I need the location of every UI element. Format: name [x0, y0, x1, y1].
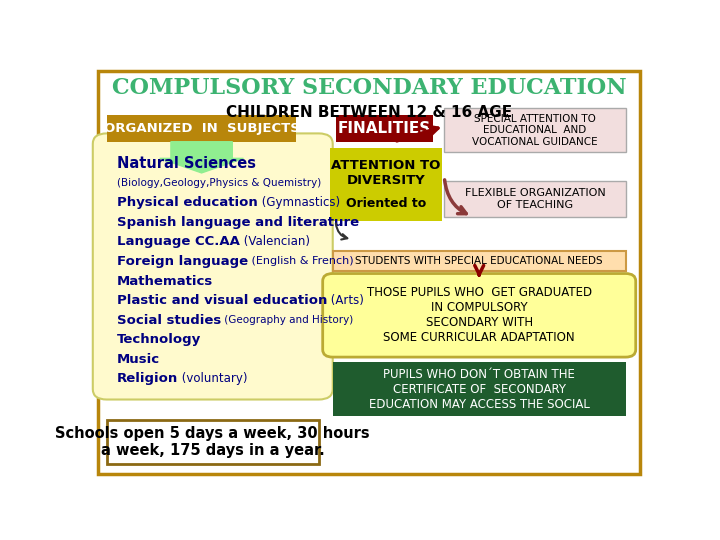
FancyBboxPatch shape [93, 133, 333, 400]
Text: Physical education: Physical education [117, 197, 258, 210]
Text: (English & French): (English & French) [248, 256, 354, 266]
Text: SPECIAL ATTENTION TO
EDUCATIONAL  AND
VOCATIONAL GUIDANCE: SPECIAL ATTENTION TO EDUCATIONAL AND VOC… [472, 114, 598, 147]
Text: Spanish language and literature: Spanish language and literature [117, 216, 359, 229]
Text: (Gymnastics): (Gymnastics) [258, 197, 340, 210]
Text: CHILDREN BETWEEN 12 & 16 AGE: CHILDREN BETWEEN 12 & 16 AGE [226, 105, 512, 120]
Text: Schools open 5 days a week, 30 hours
a week, 175 days in a year.: Schools open 5 days a week, 30 hours a w… [55, 426, 370, 458]
Text: STUDENTS WITH SPECIAL EDUCATIONAL NEEDS: STUDENTS WITH SPECIAL EDUCATIONAL NEEDS [356, 255, 603, 266]
FancyBboxPatch shape [444, 109, 626, 152]
FancyBboxPatch shape [107, 114, 297, 141]
Text: (Biology,Geology,Physics & Quemistry): (Biology,Geology,Physics & Quemistry) [117, 178, 321, 188]
Text: Social studies: Social studies [117, 314, 221, 327]
Text: Mathematics: Mathematics [117, 274, 213, 287]
FancyBboxPatch shape [323, 274, 636, 357]
Text: COMPULSORY SECONDARY EDUCATION: COMPULSORY SECONDARY EDUCATION [112, 77, 626, 99]
Text: Religion: Religion [117, 372, 178, 385]
Text: FINALITIES: FINALITIES [338, 121, 431, 136]
Text: Music: Music [117, 353, 160, 366]
Text: Oriented to: Oriented to [346, 198, 426, 211]
FancyBboxPatch shape [330, 148, 441, 221]
FancyBboxPatch shape [444, 181, 626, 217]
Text: FLEXIBLE ORGANIZATION
OF TEACHING: FLEXIBLE ORGANIZATION OF TEACHING [464, 188, 606, 210]
Text: (voluntary): (voluntary) [178, 372, 248, 385]
Text: PUPILS WHO DON´T OBTAIN THE
CERTIFICATE OF  SECONDARY
EDUCATION MAY ACCESS THE S: PUPILS WHO DON´T OBTAIN THE CERTIFICATE … [369, 368, 590, 410]
FancyBboxPatch shape [107, 420, 319, 464]
Text: Language CC.AA: Language CC.AA [117, 235, 240, 248]
Polygon shape [160, 141, 243, 173]
Text: ATTENTION TO
DIVERSITY: ATTENTION TO DIVERSITY [331, 159, 441, 187]
FancyBboxPatch shape [333, 362, 626, 416]
Text: Plastic and visual education: Plastic and visual education [117, 294, 327, 307]
Text: Technology: Technology [117, 333, 201, 346]
Text: Natural Sciences: Natural Sciences [117, 156, 256, 171]
FancyBboxPatch shape [336, 114, 433, 141]
Text: (Valencian): (Valencian) [240, 235, 310, 248]
FancyBboxPatch shape [333, 251, 626, 271]
Text: ORGANIZED  IN  SUBJECTS: ORGANIZED IN SUBJECTS [104, 122, 300, 134]
Text: (Geography and History): (Geography and History) [221, 315, 354, 325]
Text: THOSE PUPILS WHO  GET GRADUATED
IN COMPULSORY
SECONDARY WITH
SOME CURRICULAR ADA: THOSE PUPILS WHO GET GRADUATED IN COMPUL… [366, 286, 592, 345]
Text: (Arts): (Arts) [327, 294, 364, 307]
Text: Foreign language: Foreign language [117, 255, 248, 268]
